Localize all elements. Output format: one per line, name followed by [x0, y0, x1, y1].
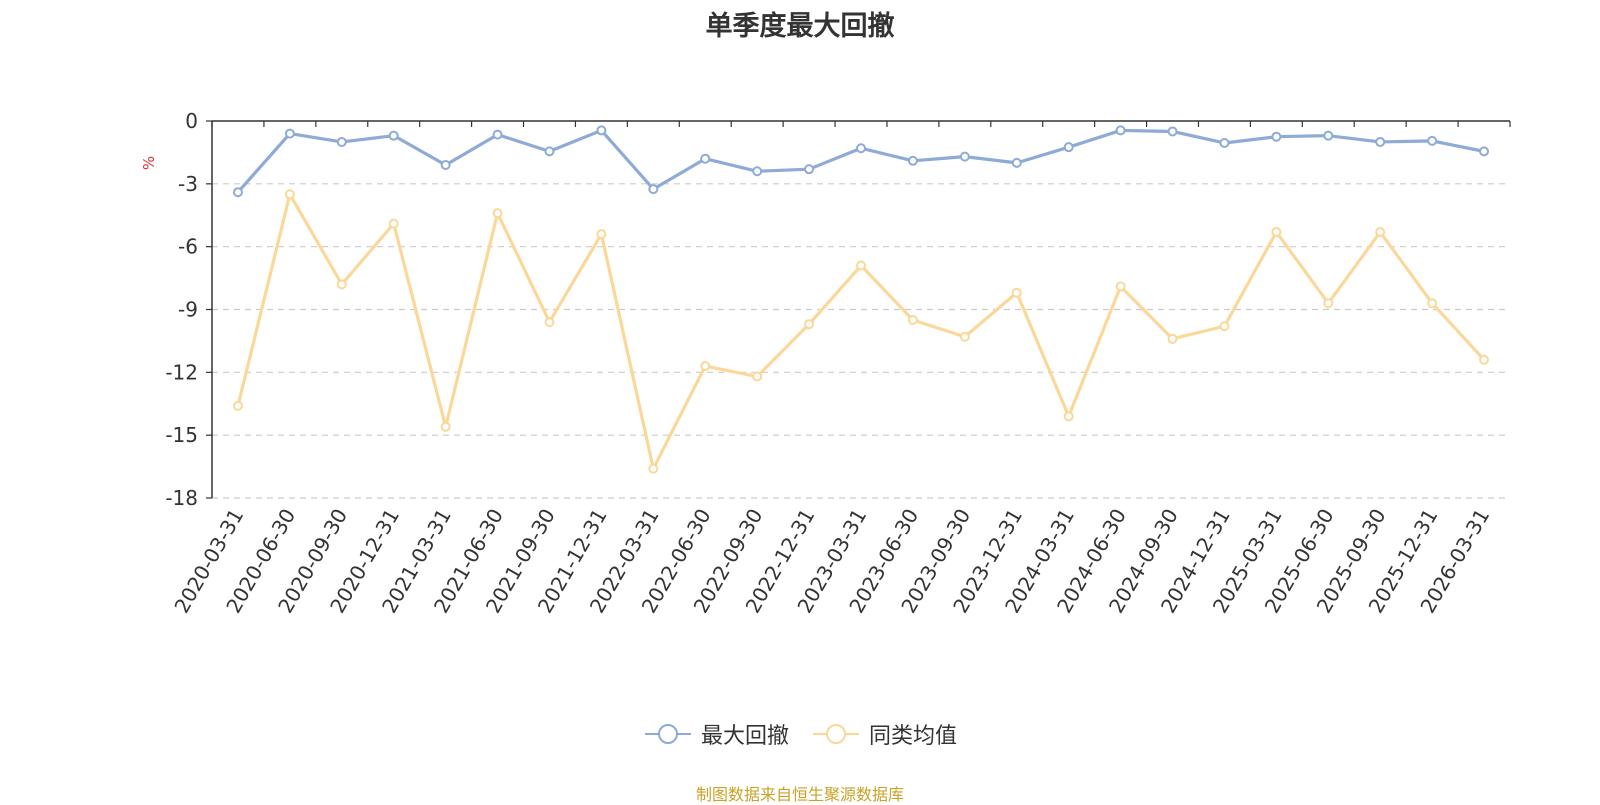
y-tick-label: -18 [165, 486, 198, 510]
data-point-series-2 [388, 218, 399, 229]
data-point-series-1 [856, 143, 866, 154]
data-point-series-2 [1375, 227, 1386, 238]
data-point-series-1 [804, 164, 815, 175]
y-tick-label: -15 [165, 423, 198, 447]
line-chart: 0-3-6-9-12-15-182020-03-312020-06-302020… [140, 109, 1511, 617]
data-point-series-1 [1063, 142, 1074, 153]
data-point-series-1 [1219, 137, 1230, 148]
data-point-series-2 [1219, 321, 1230, 332]
data-point-series-2 [544, 317, 555, 328]
data-point-series-2 [700, 361, 711, 372]
y-tick-label: -6 [178, 235, 198, 259]
series-line-1 [236, 128, 1485, 194]
data-point-series-2 [804, 319, 815, 330]
data-point-series-2 [1479, 354, 1490, 365]
legend-item-series-1[interactable]: 最大回撤 [643, 718, 789, 750]
data-point-series-2 [856, 260, 866, 271]
data-point-series-1 [1375, 136, 1386, 147]
legend-marker-series-1 [644, 724, 691, 744]
data-point-series-1 [284, 128, 295, 139]
legend-label-series-2: 同类均值 [869, 724, 958, 749]
data-source-note: 制图数据来自恒生聚源数据库 [695, 785, 904, 804]
data-point-series-1 [336, 136, 347, 147]
data-point-series-2 [440, 421, 451, 432]
data-point-series-1 [1323, 130, 1334, 141]
chart-title: 单季度最大回撤 [705, 11, 895, 42]
data-point-series-1 [907, 155, 918, 166]
y-axis-label: % [140, 156, 158, 170]
data-point-series-2 [1323, 298, 1334, 309]
data-point-series-1 [232, 187, 243, 198]
data-point-series-1 [440, 159, 451, 170]
data-point-series-2 [907, 314, 918, 325]
data-point-series-1 [959, 151, 970, 162]
data-point-series-1 [492, 129, 503, 140]
data-point-series-2 [1063, 411, 1074, 422]
data-point-series-2 [1271, 227, 1282, 238]
data-point-series-1 [596, 125, 607, 136]
data-point-series-1 [752, 166, 763, 177]
data-point-series-2 [1167, 333, 1178, 344]
data-point-series-1 [700, 153, 711, 164]
y-tick-label: -12 [165, 360, 198, 384]
data-point-series-1 [1271, 131, 1282, 142]
data-point-series-1 [648, 184, 659, 195]
legend-label-series-1: 最大回撤 [700, 724, 789, 749]
data-point-series-2 [752, 371, 763, 382]
data-point-series-2 [648, 463, 659, 474]
data-point-series-1 [1427, 135, 1438, 146]
data-point-series-2 [284, 189, 295, 200]
data-point-series-2 [492, 208, 503, 219]
data-point-series-1 [1479, 146, 1490, 157]
data-point-series-2 [959, 331, 970, 342]
data-point-series-1 [1167, 126, 1178, 137]
y-tick-label: 0 [185, 109, 198, 133]
data-point-series-1 [1011, 157, 1022, 168]
data-point-series-2 [596, 229, 607, 240]
data-point-series-1 [388, 130, 399, 141]
y-tick-label: -3 [178, 172, 198, 196]
data-point-series-1 [544, 146, 555, 157]
chart-legend: 最大回撤 同类均值 [0, 718, 1600, 750]
data-point-series-2 [1115, 281, 1126, 292]
data-point-series-2 [1011, 287, 1022, 298]
legend-marker-series-2 [813, 724, 859, 744]
data-point-series-2 [232, 400, 243, 411]
data-point-series-1 [1115, 125, 1126, 136]
legend-item-series-2[interactable]: 同类均值 [811, 718, 957, 750]
data-point-series-2 [336, 279, 347, 290]
y-tick-label: -9 [178, 298, 198, 322]
data-point-series-2 [1427, 298, 1438, 309]
series-line-2 [236, 192, 1486, 471]
